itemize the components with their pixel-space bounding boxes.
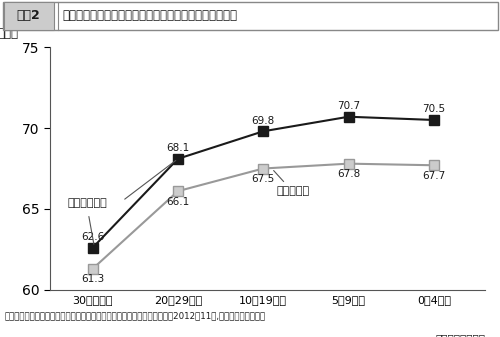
Text: 中規模企業: 中規模企業 <box>274 171 309 196</box>
FancyBboxPatch shape <box>4 2 53 30</box>
Text: 66.1: 66.1 <box>166 197 190 207</box>
Text: 67.8: 67.8 <box>337 169 360 179</box>
Text: 62.6: 62.6 <box>81 232 104 242</box>
Text: 70.5: 70.5 <box>422 104 446 114</box>
Text: 67.5: 67.5 <box>252 174 275 184</box>
Text: （事業承継時期）: （事業承継時期） <box>435 334 485 337</box>
FancyBboxPatch shape <box>2 2 498 30</box>
Text: 70.7: 70.7 <box>337 101 360 111</box>
Text: 67.7: 67.7 <box>422 171 446 181</box>
Text: 出所：中小企業庁委託「中小企業の事業承継に関するアンケート調査」（2012年11月,㈱野村総合研究所）: 出所：中小企業庁委託「中小企業の事業承継に関するアンケート調査」（2012年11… <box>5 312 266 321</box>
Text: （歳）: （歳） <box>0 27 19 40</box>
Text: 規模別・事業承継時期別の経営者の平均引退年齢の推移: 規模別・事業承継時期別の経営者の平均引退年齢の推移 <box>62 9 238 22</box>
Text: 小規模事業者: 小規模事業者 <box>67 198 107 208</box>
Text: 69.8: 69.8 <box>252 116 275 126</box>
Text: 図表2: 図表2 <box>16 9 40 22</box>
Text: 68.1: 68.1 <box>166 143 190 153</box>
Text: 61.3: 61.3 <box>81 274 104 284</box>
